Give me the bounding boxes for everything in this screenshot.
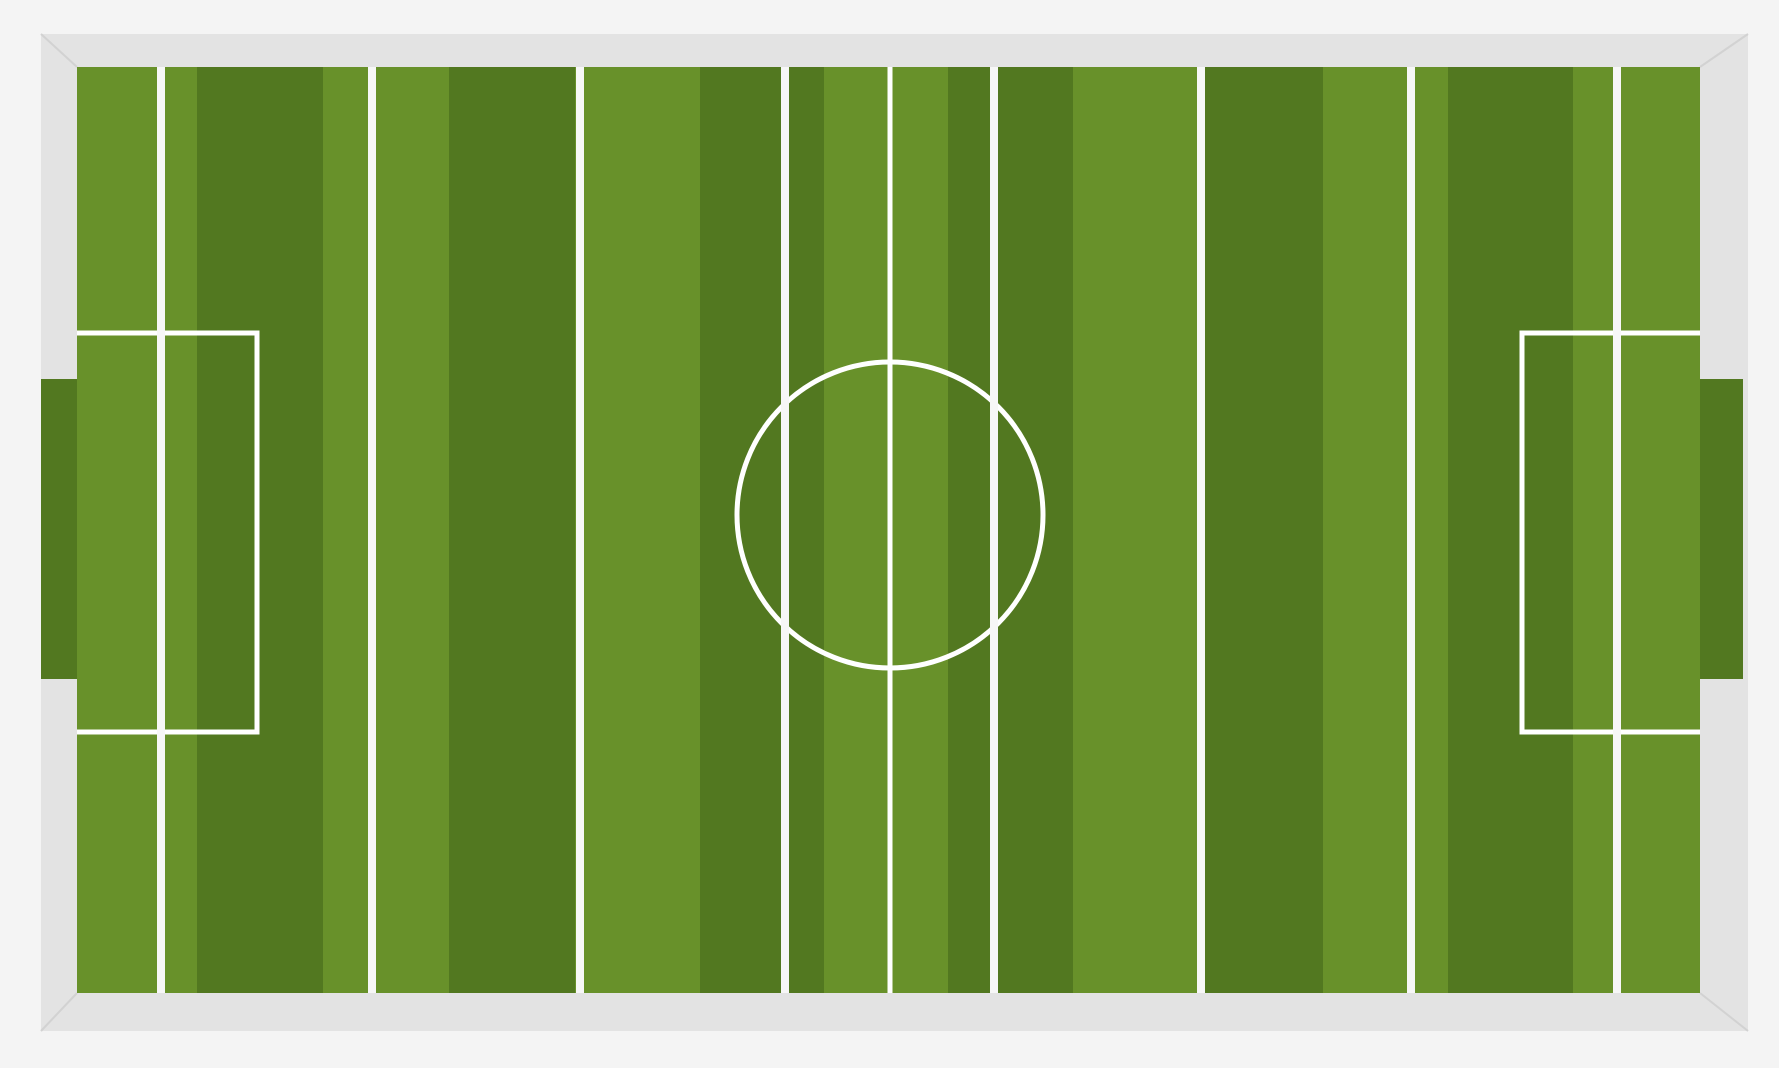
pitch-stripe-8 xyxy=(948,67,1073,993)
left-penalty-box xyxy=(77,330,260,735)
pitch-stripe-1 xyxy=(77,67,197,993)
frame-bevel-3 xyxy=(40,992,78,1032)
right-penalty-box xyxy=(1519,330,1700,735)
rod-5[interactable] xyxy=(990,67,998,993)
frame-bevel-2 xyxy=(1699,33,1749,68)
field-markings xyxy=(77,67,1700,993)
pitch-stripe-6 xyxy=(700,67,824,993)
pitch-stripe-4 xyxy=(449,67,575,993)
rod-7[interactable] xyxy=(1407,67,1415,993)
player-rods[interactable] xyxy=(157,67,1621,993)
center-circle xyxy=(734,359,1046,671)
pitch-stripe-12 xyxy=(1448,67,1573,993)
rod-2[interactable] xyxy=(368,67,376,993)
pitch-stripe-9 xyxy=(1073,67,1198,993)
rod-3[interactable] xyxy=(576,67,584,993)
pitch-stripe-13 xyxy=(1573,67,1700,993)
rod-1[interactable] xyxy=(157,67,165,993)
rod-4[interactable] xyxy=(781,67,789,993)
frame-bevels xyxy=(40,33,1749,1032)
frame-bevel-1 xyxy=(40,33,78,68)
pitch-stripe-10 xyxy=(1198,67,1323,993)
pitch-stripe-2 xyxy=(197,67,323,993)
rod-6[interactable] xyxy=(1197,67,1205,993)
right-goal xyxy=(1700,379,1743,679)
pitch-stripe-5 xyxy=(575,67,700,993)
rod-8[interactable] xyxy=(1613,67,1621,993)
frame-bevel-4 xyxy=(1699,992,1749,1032)
pitch-stripe-11 xyxy=(1323,67,1448,993)
left-goal xyxy=(41,379,77,679)
pitch-stripe-3 xyxy=(323,67,449,993)
pitch-stripe-7 xyxy=(824,67,948,993)
pitch-stripes xyxy=(77,67,1700,993)
